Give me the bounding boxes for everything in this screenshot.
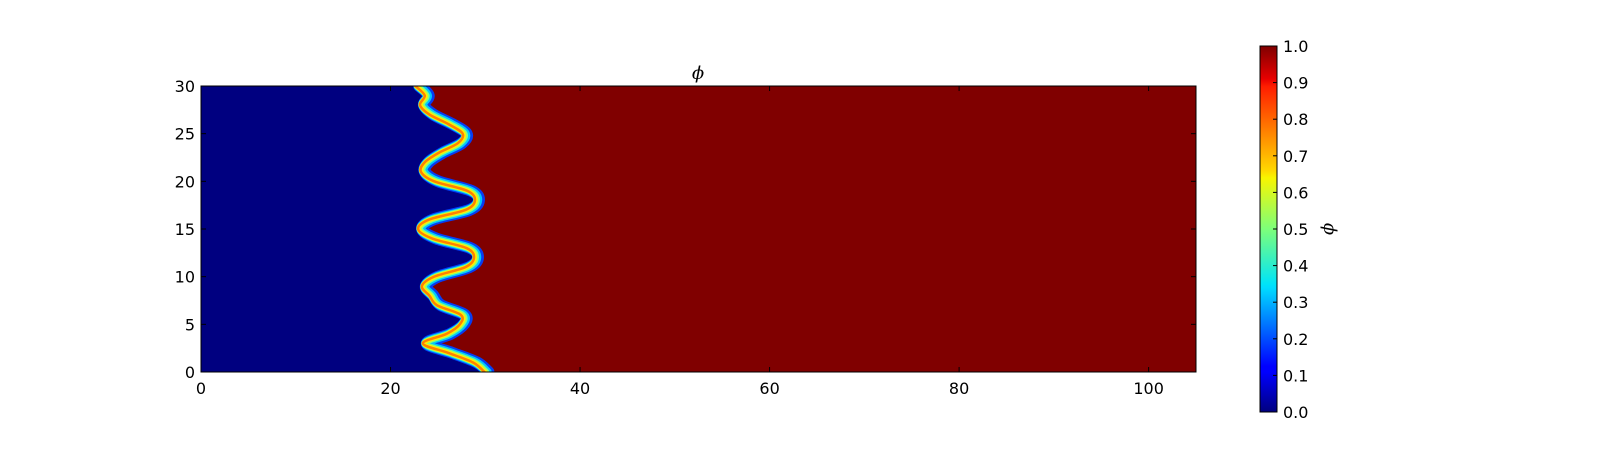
interface-band-orange (414, 86, 486, 372)
colorbar: 0.0 0.1 0.2 0.3 0.4 0.5 0.6 0.7 0.8 0.9 1.0 ϕ (1259, 37, 1340, 422)
x-tick-label: 20 (380, 379, 400, 398)
x-tick-label: 0 (196, 379, 206, 398)
colorbar-tick-label: 0.3 (1283, 293, 1308, 312)
colorbar-tick-label: 0.6 (1283, 183, 1308, 202)
colorbar-tick-label: 0.9 (1283, 74, 1308, 93)
y-axis: 0 5 10 15 20 25 30 (175, 77, 1196, 382)
y-tick-label: 25 (175, 125, 195, 144)
colorbar-tick-label: 0.7 (1283, 147, 1308, 166)
y-tick-label: 20 (175, 172, 195, 191)
y-tick-label: 30 (175, 77, 195, 96)
colorbar-tick-label: 0.5 (1283, 220, 1308, 239)
y-tick-label: 0 (185, 363, 195, 382)
y-tick-label: 5 (185, 315, 195, 334)
x-axis: 0 20 40 60 80 100 (196, 86, 1164, 398)
phase-field (413, 86, 1196, 372)
x-tick-label: 60 (759, 379, 779, 398)
y-tick-label: 15 (175, 220, 195, 239)
colorbar-tick-label: 0.0 (1283, 403, 1308, 422)
colorbar-tick-label: 0.1 (1283, 366, 1308, 385)
colorbar-tick-label: 0.2 (1283, 330, 1308, 349)
colorbar-label: ϕ (1319, 223, 1340, 235)
y-tick-label: 10 (175, 268, 195, 287)
plot-area (200, 85, 1197, 373)
colorbar-ticks: 0.0 0.1 0.2 0.3 0.4 0.5 0.6 0.7 0.8 0.9 1.0 (1273, 37, 1308, 422)
x-tick-label: 40 (570, 379, 590, 398)
x-tick-label: 80 (949, 379, 969, 398)
field-high-region (414, 86, 1196, 372)
colorbar-tick-label: 0.4 (1283, 257, 1308, 276)
x-tick-label: 100 (1133, 379, 1164, 398)
colorbar-tick-label: 1.0 (1283, 37, 1308, 56)
chart-title: ϕ (692, 63, 704, 84)
colorbar-gradient (1260, 46, 1277, 412)
colorbar-tick-label: 0.8 (1283, 110, 1308, 129)
